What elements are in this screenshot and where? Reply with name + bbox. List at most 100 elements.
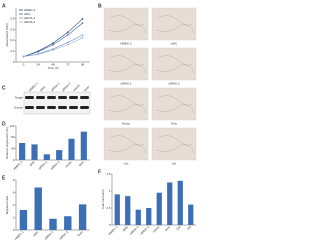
band bbox=[36, 106, 45, 109]
x-tick-label: HMEC-1 bbox=[12, 160, 23, 171]
x-tick-label: siNC bbox=[32, 229, 40, 237]
texture bbox=[107, 15, 147, 34]
y-tick-label: 0 bbox=[13, 228, 15, 232]
micrograph-label: Inh bbox=[172, 161, 177, 165]
bar bbox=[167, 182, 173, 225]
micrograph bbox=[151, 127, 197, 161]
bar bbox=[156, 192, 162, 225]
x-tick-label: siRNA-2 bbox=[58, 230, 69, 241]
bar bbox=[78, 204, 87, 230]
y-tick-label: 0.6 bbox=[10, 27, 15, 31]
micrograph bbox=[103, 47, 149, 81]
x-tick-label: siNC bbox=[122, 224, 130, 232]
bar bbox=[135, 209, 141, 225]
band bbox=[58, 96, 67, 99]
y-tick-label: 0 bbox=[109, 223, 111, 227]
micrograph-label: siNC bbox=[171, 41, 178, 45]
y-tick-label: 0 bbox=[13, 158, 15, 162]
texture bbox=[155, 135, 195, 154]
lane-label: Over bbox=[83, 85, 90, 92]
point bbox=[81, 34, 84, 36]
bar bbox=[43, 154, 50, 160]
band bbox=[58, 106, 67, 109]
point bbox=[52, 42, 54, 44]
x-tick-label: Over bbox=[78, 160, 85, 167]
y-tick-label: 120 bbox=[9, 124, 14, 128]
band bbox=[69, 106, 78, 109]
bar bbox=[49, 218, 57, 230]
x-tick-label: Over bbox=[76, 230, 83, 237]
bar bbox=[146, 208, 152, 225]
bar bbox=[64, 216, 72, 230]
row-label: Target bbox=[15, 95, 24, 99]
panel-label: C bbox=[2, 85, 6, 91]
x-tick-label: siRNA-2 bbox=[50, 160, 61, 171]
bar bbox=[68, 138, 75, 160]
legend-label: siRNA-2 bbox=[24, 20, 35, 24]
point bbox=[67, 41, 69, 44]
texture bbox=[155, 55, 195, 74]
panel-label: D bbox=[2, 121, 6, 127]
y-tick-label: 1 bbox=[109, 189, 111, 193]
y-label: Absorbance (OD) bbox=[5, 23, 9, 46]
y-tick-label: 40 bbox=[11, 146, 15, 150]
y-tick-label: 8 bbox=[13, 178, 15, 182]
bar bbox=[34, 187, 42, 230]
line bbox=[23, 18, 83, 57]
bar bbox=[19, 210, 28, 230]
micrograph-label: Ctrl bbox=[124, 161, 129, 165]
micrograph-label: HMEC-1 bbox=[120, 41, 132, 45]
blot-bg bbox=[23, 91, 91, 115]
micrograph bbox=[103, 87, 149, 121]
micrograph-label: siRNA-2 bbox=[168, 81, 179, 85]
y-tick-label: 0.4 bbox=[10, 38, 15, 42]
x-tick-label: 96 bbox=[81, 62, 85, 66]
panel-label: F bbox=[98, 169, 101, 175]
y-tick-label: 2 bbox=[13, 215, 15, 219]
x-tick-label: 72 bbox=[66, 62, 70, 66]
y-tick-label: 1.5 bbox=[106, 172, 111, 176]
texture bbox=[107, 95, 147, 114]
micrograph bbox=[151, 7, 197, 41]
x-tick-label: Inh bbox=[186, 225, 192, 231]
bar bbox=[56, 150, 63, 160]
x-tick-label: Ctrl bbox=[175, 225, 181, 231]
micrograph bbox=[103, 7, 149, 41]
texture bbox=[107, 135, 147, 154]
point bbox=[22, 55, 25, 58]
x-tick-label: HMEC-1 bbox=[14, 230, 25, 241]
point bbox=[67, 31, 69, 34]
texture bbox=[155, 15, 195, 34]
x-tick-label: siNC bbox=[28, 159, 36, 167]
texture bbox=[107, 55, 147, 74]
lane-label: siNC bbox=[39, 84, 47, 92]
x-tick-label: siRNA-1 bbox=[44, 230, 55, 241]
point bbox=[37, 50, 39, 53]
micrograph-label: Over bbox=[171, 121, 178, 125]
micrograph-label: siRNA-1 bbox=[120, 81, 131, 85]
legend-label: siNC bbox=[24, 12, 31, 16]
bar bbox=[114, 194, 120, 225]
lane-label: siRNA-1 bbox=[50, 81, 61, 92]
x-tick-label: Vector bbox=[64, 160, 73, 169]
x-tick-label: Over bbox=[164, 225, 171, 232]
point bbox=[81, 18, 84, 20]
point bbox=[52, 49, 54, 51]
band bbox=[69, 96, 78, 99]
point bbox=[67, 34, 69, 36]
point bbox=[52, 43, 54, 46]
bar bbox=[188, 204, 194, 225]
panel-label: A bbox=[2, 3, 6, 9]
bar bbox=[31, 144, 38, 160]
band bbox=[25, 96, 34, 99]
legend-label: HMEC-1 bbox=[24, 8, 36, 12]
micrograph bbox=[151, 87, 197, 121]
x-tick-label: HMEC-1 bbox=[108, 225, 119, 236]
panel-label: E bbox=[2, 175, 6, 181]
bar bbox=[177, 180, 183, 225]
band bbox=[80, 106, 89, 109]
y-label: Relative expression (%) bbox=[5, 127, 9, 159]
y-tick-label: 0 bbox=[13, 60, 15, 64]
band bbox=[36, 96, 45, 99]
